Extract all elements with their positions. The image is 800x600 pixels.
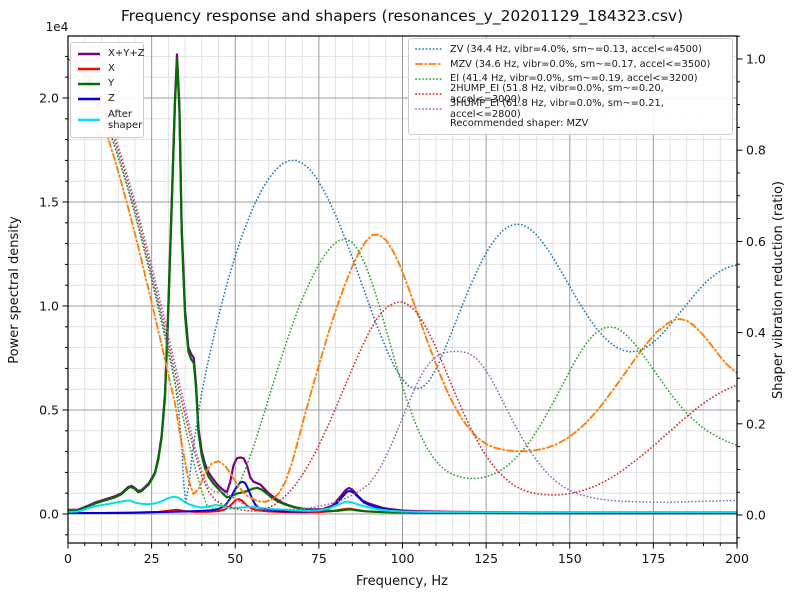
curve-z	[68, 480, 737, 515]
legend-entry-label: EI (41.4 Hz, vibr=0.0%, sm~=0.19, accel<…	[450, 73, 698, 85]
legend-swatch-spacer	[414, 118, 444, 128]
y-left-axis-label: Power spectral density	[7, 216, 22, 364]
legend-line-swatch	[78, 118, 100, 122]
y-right-axis-label: Shaper vibration reduction (ratio)	[771, 181, 786, 399]
curve-mzv	[67, 58, 738, 503]
shaper-legend: ZV (34.4 Hz, vibr=4.0%, sm~=0.13, accel<…	[408, 38, 733, 135]
x-tick-label: 75	[311, 551, 327, 566]
legend-entry-label: After shaper	[108, 109, 143, 131]
legend-entry: 3HUMP_EI (61.8 Hz, vibr=0.0%, sm~=0.21, …	[414, 98, 727, 120]
y-right-tick-label: 0.8	[746, 143, 766, 158]
y-left-tick-label: 1.5	[39, 195, 59, 210]
legend-entry: Y	[76, 76, 138, 91]
x-axis-label: Frequency, Hz	[356, 574, 448, 589]
legend-entry-label: ZV (34.4 Hz, vibr=4.0%, sm~=0.13, accel<…	[450, 43, 702, 55]
legend-line-swatch	[78, 67, 100, 70]
x-tick-label: 200	[725, 551, 749, 566]
legend-entry: EI (41.4 Hz, vibr=0.0%, sm~=0.19, accel<…	[414, 72, 727, 87]
legend-entry: MZV (34.6 Hz, vibr=0.0%, sm~=0.17, accel…	[414, 57, 727, 72]
legend-entry: X	[76, 61, 138, 76]
y-right-tick-label: 1.0	[746, 52, 766, 67]
y-right-tick-label: 0.4	[746, 325, 766, 340]
legend-entry-label: Recommended shaper: MZV	[450, 117, 589, 129]
y-left-tick-label: 1.0	[39, 299, 59, 314]
curve-2hump-ei	[67, 58, 738, 512]
legend-entry-label: X	[108, 63, 115, 74]
legend-entry: Z	[76, 91, 138, 106]
x-tick-label: 125	[474, 551, 498, 566]
legend-line-swatch	[78, 97, 100, 100]
curve-y	[68, 57, 737, 515]
curve-after-shaper	[67, 495, 737, 514]
axis-ticks	[62, 35, 743, 549]
legend-entry-label: 3HUMP_EI (61.8 Hz, vibr=0.0%, sm~=0.21, …	[450, 97, 664, 120]
legend-line-swatch	[415, 78, 443, 80]
psd-curves	[67, 53, 737, 515]
legend-line-swatch	[415, 63, 443, 66]
legend-line-swatch	[78, 52, 100, 55]
x-tick-label: 0	[64, 551, 72, 566]
y-left-tick-label: 0.5	[39, 403, 59, 418]
legend-entry: Recommended shaper: MZV	[414, 116, 727, 131]
y-left-tick-label: 2.0	[39, 91, 59, 106]
axis-tick-labels: 0 25 50 75 100 125 150 175 200 0.0 0.5 1.0 1.5 2.0 0.0…	[39, 52, 766, 567]
legend-entry: After shaper	[76, 106, 142, 134]
psd-legend: X+Y+Z X Y Z After shaper	[70, 42, 145, 138]
legend-line-swatch	[78, 82, 100, 85]
legend-line-swatch	[415, 107, 443, 110]
y-right-tick-label: 0.0	[746, 508, 766, 523]
chart-title: Frequency response and shapers (resonanc…	[121, 7, 683, 26]
y-axis-offset-label: 1e4	[46, 20, 69, 34]
x-tick-label: 150	[558, 551, 582, 566]
y-right-tick-label: 0.2	[746, 416, 766, 431]
x-tick-label: 100	[391, 551, 415, 566]
legend-entry-label: Z	[108, 93, 115, 104]
legend-line-swatch	[415, 48, 443, 51]
legend-entry-label: X+Y+Z	[108, 48, 145, 59]
x-tick-label: 175	[641, 551, 665, 566]
legend-entry-label: MZV (34.6 Hz, vibr=0.0%, sm~=0.17, accel…	[450, 58, 711, 70]
legend-entry-label: 2HUMP_EI (51.8 Hz, vibr=0.0%, sm~=0.20, …	[450, 82, 664, 105]
legend-entry-label: Y	[108, 78, 115, 89]
x-tick-label: 50	[227, 551, 243, 566]
x-tick-label: 25	[144, 551, 160, 566]
legend-entry: X+Y+Z	[76, 46, 145, 61]
legend-entry: ZV (34.4 Hz, vibr=4.0%, sm~=0.13, accel<…	[414, 42, 727, 57]
curve-3hump-ei	[67, 58, 738, 511]
y-left-tick-label: 0.0	[39, 507, 59, 522]
legend-entry: 2HUMP_EI (51.8 Hz, vibr=0.0%, sm~=0.20, …	[414, 83, 727, 105]
y-right-tick-label: 0.6	[746, 234, 766, 249]
curve-ei	[67, 58, 738, 510]
legend-line-swatch	[415, 92, 443, 95]
shaper-curves	[67, 58, 738, 512]
